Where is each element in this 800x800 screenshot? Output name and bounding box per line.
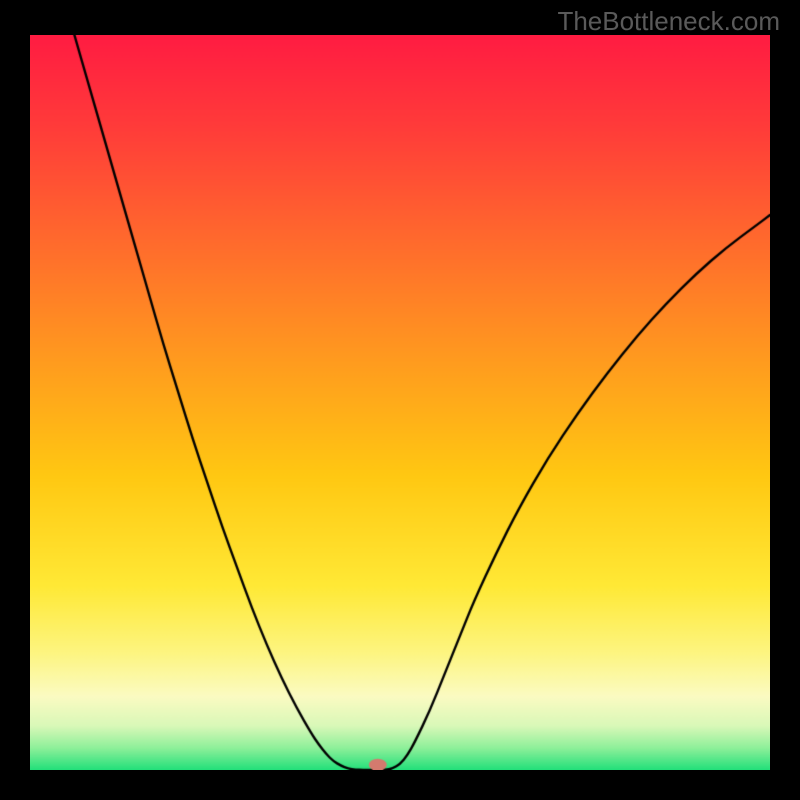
bottleneck-curve-chart	[30, 35, 770, 770]
watermark-text: TheBottleneck.com	[557, 6, 780, 37]
chart-frame: TheBottleneck.com	[0, 0, 800, 800]
